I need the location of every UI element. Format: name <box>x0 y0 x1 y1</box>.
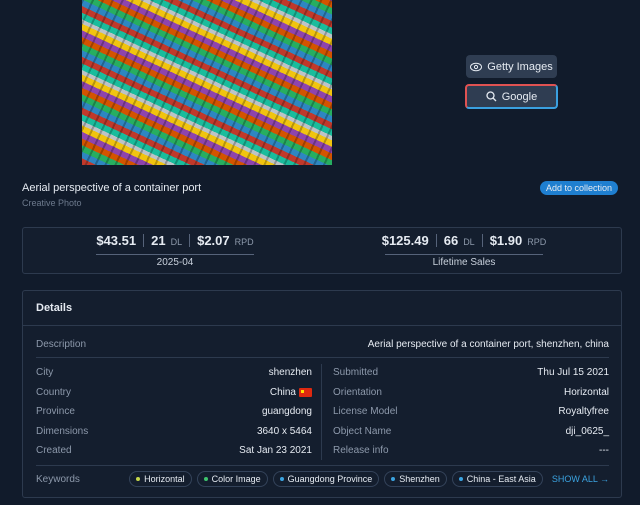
field-label: Created <box>36 445 72 456</box>
underline <box>385 254 543 255</box>
downloads: 66 <box>443 233 459 248</box>
keyword-dot <box>136 477 141 481</box>
keyword-text: Color Image <box>211 474 261 484</box>
keyword-chip[interactable]: Shenzhen <box>384 471 447 487</box>
field-value: Royaltyfree <box>558 406 609 417</box>
revenue: $43.51 <box>96 233 137 248</box>
field-value: 3640 x 5464 <box>256 425 312 437</box>
downloads-unit: DL <box>463 237 475 247</box>
divider <box>36 357 609 358</box>
keyword-chip[interactable]: Horizontal <box>129 471 192 487</box>
keyword-text: Shenzhen <box>399 474 440 484</box>
field-value: dji_0625_ <box>565 425 609 437</box>
stat-group: $43.51 21 DL $2.07 RPD <box>85 233 265 248</box>
field-value: Aerial perspective of a container port, … <box>367 339 609 350</box>
field-label: Submitted <box>333 367 379 378</box>
separator <box>189 234 191 247</box>
google-button[interactable]: Google <box>465 84 558 109</box>
separator <box>435 234 437 247</box>
field-label: City <box>36 367 54 378</box>
eye-icon <box>470 62 483 71</box>
separator <box>481 234 483 247</box>
keyword-chip[interactable]: Color Image <box>196 471 268 487</box>
underline <box>96 254 254 255</box>
rpd: $2.07 <box>197 233 230 248</box>
keyword-dot <box>279 477 284 481</box>
divider <box>36 465 609 466</box>
field-value: guangdong <box>261 406 312 417</box>
field-label: Province <box>36 406 75 417</box>
field-label: Dimensions <box>36 425 89 437</box>
period: Lifetime Sales <box>432 257 496 268</box>
keyword-text: Guangdong Province <box>287 474 373 484</box>
field-label: Description <box>36 339 87 350</box>
keyword-chip[interactable]: China - East Asia <box>451 471 543 487</box>
field-value: Horizontal <box>563 386 609 398</box>
field-value: shenzhen <box>268 367 312 378</box>
keyword-text: China - East Asia <box>466 474 536 484</box>
field-value: Sat Jan 23 2021 <box>239 445 312 456</box>
field-value: --- <box>599 445 609 456</box>
keyword-dot <box>203 477 208 481</box>
add-to-collection[interactable]: Add to collection <box>540 181 619 195</box>
rpd-unit: RPD <box>234 237 254 247</box>
field-value: China <box>269 386 296 398</box>
field-label: License Model <box>333 406 398 417</box>
keyword-chip[interactable]: Guangdong Province <box>272 471 380 487</box>
field-label: Object Name <box>333 425 392 437</box>
show-all[interactable]: SHOW ALL → <box>551 474 609 484</box>
field-value: Thu Jul 15 2021 <box>537 367 609 378</box>
divider <box>23 325 621 326</box>
rpd: $1.90 <box>489 233 523 248</box>
separator <box>143 234 145 247</box>
flag-star <box>301 389 304 393</box>
period: 2025-04 <box>156 257 194 268</box>
search-icon <box>486 91 497 102</box>
keyword-text: Horizontal <box>144 474 185 484</box>
keywords: Horizontal Color Image Guangdong Province S… <box>129 471 609 487</box>
details-box <box>22 290 622 498</box>
stat-group: $125.49 66 DL $1.90 RPD <box>374 233 554 248</box>
keyword-dot <box>458 477 463 481</box>
field-label: Keywords <box>36 474 80 485</box>
details-title: Details <box>36 302 73 314</box>
revenue: $125.49 <box>381 233 429 248</box>
getty-button[interactable]: Getty Images <box>466 55 557 78</box>
button-label: Getty Images <box>487 60 553 73</box>
divider <box>321 364 322 460</box>
field-label: Release info <box>333 445 389 456</box>
downloads: 21 <box>151 233 166 248</box>
button-label: Google <box>501 90 538 103</box>
rpd-unit: RPD <box>527 237 547 247</box>
downloads-unit: DL <box>170 237 183 247</box>
stats-box <box>22 227 622 274</box>
field-label: Orientation <box>333 386 382 398</box>
flag-icon <box>299 387 312 397</box>
title: Aerial perspective of a container port <box>22 182 202 194</box>
subtitle: Creative Photo <box>22 198 82 208</box>
photo <box>82 0 332 165</box>
field-label: Country <box>36 386 72 398</box>
keyword-dot <box>391 477 396 481</box>
